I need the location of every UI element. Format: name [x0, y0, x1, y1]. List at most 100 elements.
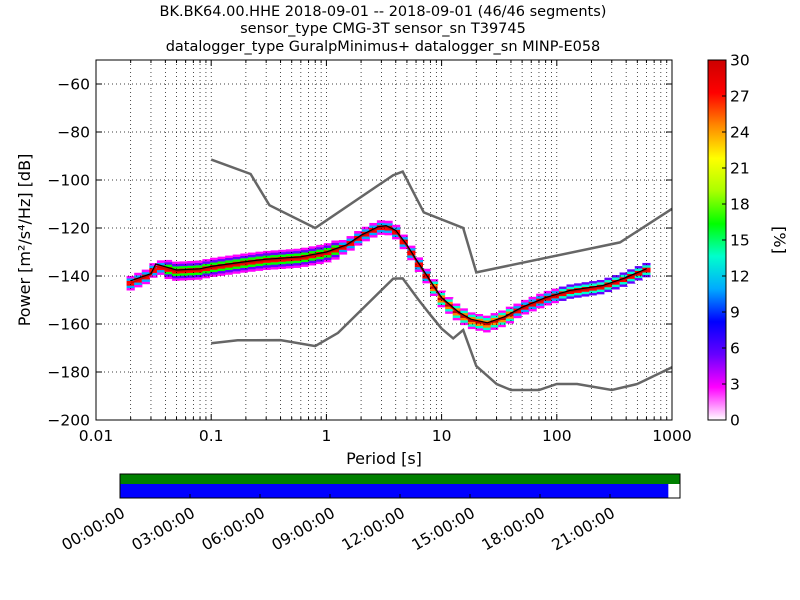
heatmap-cell: [490, 327, 499, 330]
heatmap-cell: [490, 332, 499, 335]
heatmap-cell: [384, 223, 393, 226]
heatmap-cell: [574, 285, 583, 289]
heatmap-cell: [323, 259, 332, 263]
heatmap-cell: [574, 290, 583, 293]
heatmap-cell: [156, 265, 166, 268]
heatmap-cell: [574, 283, 583, 286]
heatmap-cell: [247, 266, 257, 270]
heatmap-cell: [194, 265, 204, 268]
heatmap-cell: [589, 278, 598, 282]
heatmap-cell: [596, 289, 606, 292]
heatmap-cell: [581, 279, 590, 283]
heatmap-cell: [596, 282, 606, 285]
heatmap-cell: [627, 271, 636, 275]
chart-title-line-3: datalogger_type GuralpMinimus+ datalogge…: [166, 39, 601, 55]
heatmap-cell: [604, 287, 613, 290]
heatmap-cell: [467, 312, 477, 315]
heatmap-cell: [475, 316, 484, 319]
heatmap-cell: [498, 307, 507, 311]
heatmap-cell: [210, 269, 219, 273]
heatmap-cell: [574, 292, 583, 296]
heatmap-cell: [270, 247, 279, 251]
heatmap-cell: [346, 245, 355, 249]
heatmap-cell: [490, 329, 499, 333]
heatmap-cell: [194, 257, 204, 261]
y-tick-label: −60: [57, 76, 90, 94]
heatmap-cell: [202, 263, 211, 267]
heatmap-cell: [384, 230, 393, 233]
heatmap-cell: [399, 236, 408, 240]
heatmap-cell: [255, 253, 264, 257]
timeline-tick-label: 21:00:00: [549, 504, 618, 554]
heatmap-cell: [293, 267, 302, 271]
heatmap-cell: [301, 261, 310, 265]
heatmap-cell: [634, 280, 643, 283]
heatmap-cell: [141, 279, 150, 282]
heatmap-cell: [505, 301, 515, 305]
heatmap-cell: [445, 299, 454, 302]
timeline-tick-label: 15:00:00: [409, 504, 478, 554]
heatmap-cell: [217, 261, 226, 264]
heatmap-cell: [126, 278, 135, 281]
heatmap-cell: [194, 279, 204, 283]
heatmap-cell: [134, 282, 143, 285]
x-tick-label: 0.1: [199, 427, 224, 445]
heatmap-cell: [278, 268, 287, 272]
heatmap-cell: [179, 258, 188, 262]
heatmap-cell: [498, 329, 507, 332]
heatmap-cell: [202, 270, 211, 274]
heatmap-cell: [475, 328, 484, 331]
heatmap-cell: [126, 287, 135, 291]
heatmap-cell: [437, 309, 446, 313]
heatmap-cell: [263, 267, 272, 271]
heatmap-cell: [293, 260, 302, 264]
heatmap-cell: [255, 256, 264, 259]
colorbar-tick-label: 15: [730, 232, 750, 250]
heatmap-cell: [581, 296, 590, 299]
heatmap-cell: [498, 314, 507, 318]
heatmap-cell: [179, 261, 188, 264]
heatmap-cell: [505, 306, 515, 310]
heatmap-cell: [255, 263, 264, 267]
heatmap-cell: [604, 275, 613, 278]
heatmap-cell: [536, 296, 545, 299]
heatmap-cell: [467, 309, 477, 313]
heatmap-cell: [172, 275, 181, 279]
heatmap-cell: [232, 266, 241, 269]
heatmap-cell: [445, 308, 454, 312]
heatmap-cell: [589, 280, 598, 284]
heatmap-cell: [634, 263, 643, 267]
heatmap-cell: [247, 257, 257, 260]
heatmap-cell: [642, 265, 651, 268]
heatmap-cell: [126, 275, 135, 279]
heatmap-cell: [467, 326, 477, 330]
heatmap-cell: [498, 305, 507, 308]
heatmap-cell: [202, 261, 211, 264]
heatmap-cell: [513, 313, 522, 316]
heatmap-cell: [331, 240, 340, 243]
heatmap-cell: [490, 308, 499, 311]
heatmap-cell: [437, 302, 446, 305]
heatmap-cell: [263, 260, 272, 263]
heatmap-cell: [354, 243, 363, 246]
heatmap-cell: [399, 244, 408, 247]
heatmap-cell: [323, 242, 332, 246]
heatmap-cell: [634, 273, 643, 276]
heatmap-cell: [483, 317, 492, 321]
heatmap-cell: [255, 265, 264, 269]
heatmap-cell: [483, 320, 492, 323]
heatmap-cell: [323, 254, 332, 258]
heatmap-cell: [460, 320, 469, 323]
heatmap-cell: [452, 305, 461, 309]
heatmap-cell: [263, 262, 272, 266]
heatmap-cell: [498, 312, 507, 316]
heatmap-cell: [240, 253, 249, 256]
heatmap-cell: [376, 220, 386, 223]
heatmap-cell: [202, 268, 211, 272]
heatmap-cell: [240, 255, 249, 259]
heatmap-cell: [225, 272, 234, 275]
heatmap-cell: [225, 260, 234, 263]
heatmap-cell: [346, 238, 355, 242]
heatmap-cell: [278, 261, 287, 265]
heatmap-cell: [210, 262, 219, 265]
